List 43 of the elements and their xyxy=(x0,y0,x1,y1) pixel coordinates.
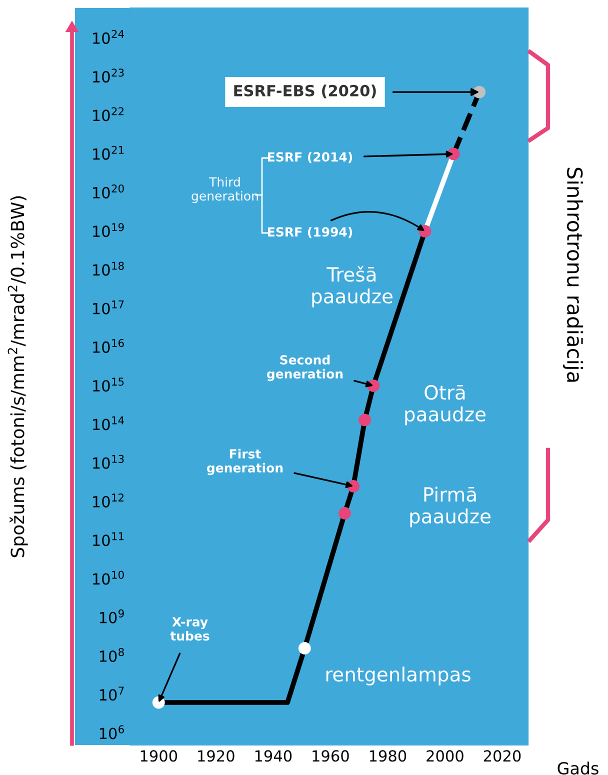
y-tick-label: 10$^{16}$ xyxy=(93,338,124,353)
y-tick-label: 10$^{17}$ xyxy=(93,300,124,314)
x-axis-title: Gads xyxy=(558,762,598,775)
x-tick-label: 2020 xyxy=(484,750,521,762)
y-tick-label: 10$^{8}$ xyxy=(100,648,124,662)
point xyxy=(298,642,311,654)
annotation: ESRF (1994) xyxy=(268,226,352,238)
annotation: First generation xyxy=(206,448,283,476)
x-tick-label: 1940 xyxy=(255,750,292,762)
annotation: rentgenlampas xyxy=(326,666,470,686)
y-tick-label: 10$^{24}$ xyxy=(93,30,124,44)
y-tick-label: 10$^{7}$ xyxy=(100,686,124,701)
y-tick-label: 10$^{12}$ xyxy=(93,494,124,508)
annotation: Third generation xyxy=(192,176,258,204)
text: Sinhrotronu radiācija xyxy=(562,168,584,382)
annotation: Trešā paaudze xyxy=(312,266,392,308)
y-tick-label: 10$^{22}$ xyxy=(93,107,124,122)
y-tick-label: 10$^{14}$ xyxy=(93,416,124,430)
x-tick-label: 1960 xyxy=(312,750,349,762)
y-tick-label: 10$^{21}$ xyxy=(93,146,124,160)
annotation: ESRF (2014) xyxy=(268,152,352,164)
y-tick-label: 10$^{10}$ xyxy=(93,570,124,585)
y-tick-label: 10$^{9}$ xyxy=(100,609,124,624)
x-tick-label: 1980 xyxy=(370,750,406,762)
y-tick-label: 10$^{15}$ xyxy=(93,378,124,392)
x-tick-label: 1920 xyxy=(198,750,234,762)
y-axis-title: Spožums (fotoni/s/mm$^{2}$/mrad$^{2}$/0.1%BW) xyxy=(8,196,28,558)
x-tick-label: 1900 xyxy=(140,750,178,762)
point xyxy=(358,414,372,426)
y-tick-label: 10$^{20}$ xyxy=(93,184,124,198)
y-tick-label: 10$^{23}$ xyxy=(93,68,124,83)
annotation: X-ray tubes xyxy=(170,617,210,641)
annotation: Second generation xyxy=(266,354,343,382)
point xyxy=(338,507,351,520)
annotation: Pirmā paaudze xyxy=(410,486,490,528)
annotation: ESRF-EBS (2020) xyxy=(234,84,376,98)
y-tick-label: 10$^{11}$ xyxy=(93,532,124,546)
x-tick-label: 2000 xyxy=(426,750,464,762)
y-tick-label: 10$^{18}$ xyxy=(93,262,124,276)
y-tick-label: 10$^{13}$ xyxy=(93,454,124,469)
y-tick-label: 10$^{19}$ xyxy=(93,223,124,238)
annotation: Otrā paaudze xyxy=(405,384,486,426)
y-tick-label: 10$^{6}$ xyxy=(100,725,124,740)
